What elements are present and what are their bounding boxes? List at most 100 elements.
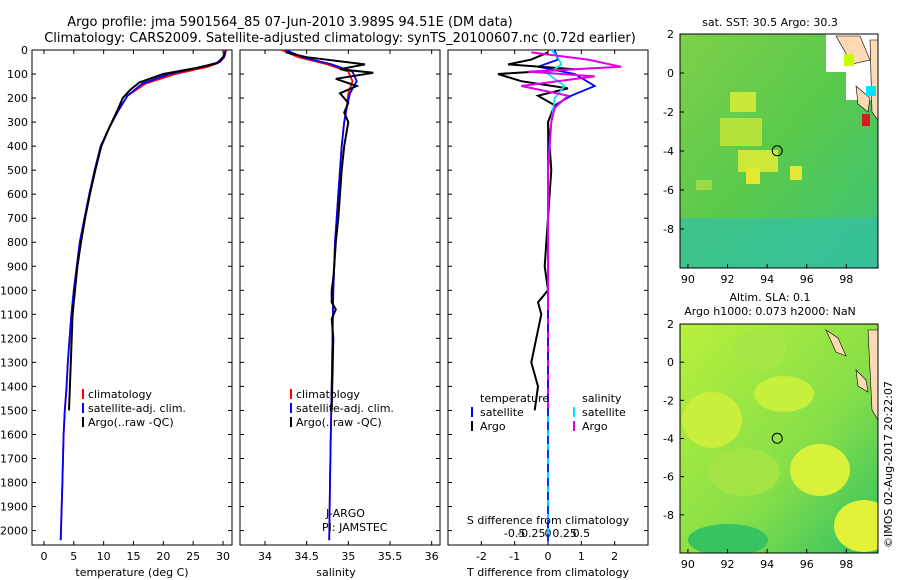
legend-label: Argo (582, 420, 608, 433)
series-satellite-adj-clim- (285, 49, 358, 541)
legend-label: Argo(..raw -QC) (296, 416, 382, 429)
x-tick-label: 10 (97, 550, 111, 563)
s-difference-tick-label: -0.5 (504, 527, 525, 540)
latitude-tick-label: -8 (663, 223, 674, 236)
x-tick-label: 15 (126, 550, 140, 563)
s-difference-axis-label: S difference from climatology (467, 514, 630, 527)
x-tick-label: 34.5 (294, 550, 319, 563)
x-tick-label: 2 (611, 550, 618, 563)
longitude-tick-label: 94 (760, 558, 774, 571)
sla-map-title: Altim. SLA: 0.1 (729, 291, 810, 304)
depth-tick-label: 1500 (0, 404, 28, 417)
latitude-tick-label: -8 (663, 509, 674, 522)
x-tick-label: 20 (156, 550, 170, 563)
s-difference-tick-label: 0.25 (552, 527, 577, 540)
x-tick-label: 34 (258, 550, 272, 563)
series-satellite-adj-clim- (59, 49, 227, 541)
legend-title-salinity: salinity (582, 392, 622, 405)
latitude-tick-label: -6 (663, 471, 674, 484)
latitude-tick-label: 0 (667, 356, 674, 369)
series-argo-raw-qc- (68, 51, 227, 411)
sst-map-field (680, 34, 878, 268)
depth-tick-label: 300 (7, 116, 28, 129)
depth-tick-label: 900 (7, 260, 28, 273)
depth-tick-label: 2000 (0, 525, 28, 538)
depth-tick-label: 100 (7, 68, 28, 81)
longitude-tick-label: 92 (721, 273, 735, 286)
plot-title-line2: Climatology: CARS2009. Satellite-adjuste… (44, 31, 636, 46)
depth-tick-label: 1400 (0, 380, 28, 393)
sst-map-title: sat. SST: 30.5 Argo: 30.3 (702, 16, 838, 29)
series-temperature-argo (497, 51, 575, 411)
depth-tick-label: 0 (21, 44, 28, 57)
temperature-panel (31, 49, 233, 546)
legend-title-temperature: temperature (480, 392, 549, 405)
x-tick-label: 5 (70, 550, 77, 563)
latitude-tick-label: 2 (667, 28, 674, 41)
legend-label: satellite-adj. clim. (88, 402, 186, 415)
longitude-tick-label: 96 (800, 558, 814, 571)
sla-map-ticks: 90 92 94 96 98 -8 -6 -4 -2 0 2 (663, 318, 853, 571)
t-difference-axis-label: T difference from climatology (466, 566, 629, 579)
float-pi-label: PI: JAMSTEC (322, 521, 388, 534)
legend-label: Argo (480, 420, 506, 433)
depth-tick-label: 1900 (0, 501, 28, 514)
longitude-tick-label: 94 (760, 273, 774, 286)
latitude-tick-label: 2 (667, 318, 674, 331)
salinity-chart: 34 34.5 35 35.5 36 climatologysatellite-adj. … (240, 49, 440, 563)
depth-tick-label: 1000 (0, 284, 28, 297)
depth-tick-label: 500 (7, 164, 28, 177)
longitude-tick-label: 96 (800, 273, 814, 286)
depth-tick-label: 700 (7, 212, 28, 225)
sst-map-ticks: 90 92 94 96 98 -8 -6 -4 -2 0 2 (663, 28, 853, 286)
depth-tick-label: 1300 (0, 356, 28, 369)
sla-map-subtitle: Argo h1000: 0.073 h2000: NaN (684, 305, 856, 318)
legend-label: Argo(..raw -QC) (88, 416, 174, 429)
s-difference-tick-label: -0.25 (517, 527, 545, 540)
series-climatology (59, 49, 226, 541)
depth-tick-label: 800 (7, 236, 28, 249)
legend-label: satellite-adj. clim. (296, 402, 394, 415)
x-tick-label: 36 (425, 550, 439, 563)
longitude-tick-label: 90 (681, 273, 695, 286)
argo-position-marker (771, 145, 783, 157)
series-climatology (281, 49, 354, 541)
temperature-axis-label: temperature (deg C) (75, 566, 188, 579)
latitude-tick-label: -4 (663, 145, 674, 158)
imos-stamp: ©IMOS 02-Aug-2017 20:22:07 (882, 381, 895, 548)
series-salinity-argo (521, 51, 622, 411)
longitude-tick-label: 98 (839, 273, 853, 286)
latitude-tick-label: -4 (663, 433, 674, 446)
float-program-label: J-ARGO (325, 507, 365, 520)
x-tick-label: 25 (186, 550, 200, 563)
depth-tick-label: 200 (7, 92, 28, 105)
plot-title-line1: Argo profile: jma 5901564_85 07-Jun-2010… (67, 15, 513, 30)
longitude-tick-label: 98 (839, 558, 853, 571)
x-tick-label: 1 (578, 550, 585, 563)
depth-tick-label: 600 (7, 188, 28, 201)
argo-position-marker (771, 432, 783, 444)
legend-label: satellite (480, 406, 524, 419)
temperature-chart: 0 5 10 15 20 25 300100200300400500600700800900… (0, 44, 232, 563)
salinity-axis-label: salinity (316, 566, 356, 579)
depth-tick-label: 1200 (0, 332, 28, 345)
depth-tick-label: 1100 (0, 308, 28, 321)
legend-label: satellite (582, 406, 626, 419)
legend-label: climatology (88, 388, 152, 401)
x-tick-label: 30 (216, 550, 230, 563)
x-tick-label: 0 (40, 550, 47, 563)
legend-label: climatology (296, 388, 360, 401)
latitude-tick-label: -6 (663, 184, 674, 197)
latitude-tick-label: 0 (667, 67, 674, 80)
x-tick-label: 35 (341, 550, 355, 563)
latitude-tick-label: -2 (663, 106, 674, 119)
depth-tick-label: 1800 (0, 477, 28, 490)
x-tick-label: -1 (509, 550, 520, 563)
depth-tick-label: 1600 (0, 428, 28, 441)
series-argo-raw-qc- (285, 51, 374, 411)
series-temperature-satellite (534, 49, 597, 541)
x-tick-label: 0 (545, 550, 552, 563)
x-tick-label: 35.5 (378, 550, 403, 563)
longitude-tick-label: 90 (681, 558, 695, 571)
